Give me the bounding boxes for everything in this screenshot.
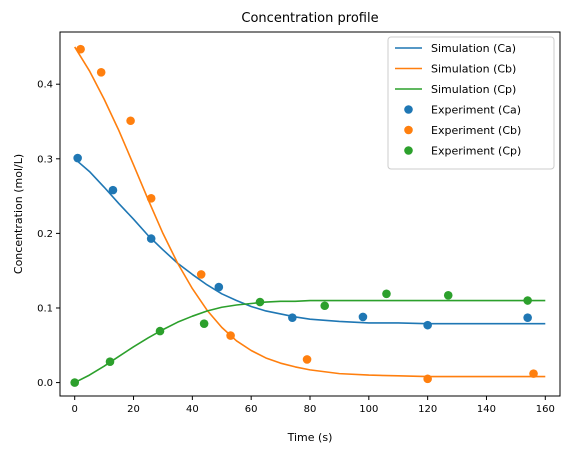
data-point-experiment-cb — [76, 45, 85, 54]
data-point-experiment-cp — [156, 327, 165, 336]
data-point-experiment-cp — [200, 319, 209, 328]
x-tick-label: 60 — [245, 404, 258, 415]
x-tick-label: 100 — [359, 404, 378, 415]
x-tick-label: 80 — [304, 404, 317, 415]
y-tick-label: 0.0 — [37, 378, 53, 389]
x-tick-label: 160 — [536, 404, 555, 415]
legend: Simulation (Ca) Simulation (Cb) Simulation… — [388, 37, 554, 169]
data-point-experiment-cp — [256, 298, 265, 307]
legend-swatch-experiment-cb — [404, 126, 413, 135]
legend-swatch-experiment-cp — [404, 146, 413, 155]
y-axis-label: Concentration (mol/L) — [12, 154, 25, 274]
data-point-experiment-cb — [97, 68, 106, 77]
data-point-experiment-cp — [444, 291, 453, 300]
x-tick-label: 40 — [186, 404, 199, 415]
legend-swatch-experiment-ca — [404, 105, 413, 114]
data-point-experiment-ca — [523, 313, 532, 322]
chart-title: Concentration profile — [241, 11, 378, 26]
legend-label-simulation-ca: Simulation (Ca) — [431, 42, 516, 55]
data-point-experiment-cp — [70, 378, 79, 387]
data-point-experiment-cb — [126, 116, 135, 125]
data-point-experiment-cp — [320, 301, 329, 310]
x-tick-label: 0 — [72, 404, 78, 415]
x-tick-label: 20 — [127, 404, 140, 415]
x-tick-label: 120 — [418, 404, 437, 415]
y-tick-label: 0.4 — [37, 80, 53, 91]
data-point-experiment-ca — [73, 154, 82, 163]
data-point-experiment-ca — [215, 283, 224, 292]
data-point-experiment-cb — [197, 270, 206, 279]
data-point-experiment-ca — [359, 313, 368, 322]
legend-label-experiment-ca: Experiment (Ca) — [431, 104, 521, 117]
legend-label-experiment-cp: Experiment (Cp) — [431, 145, 521, 158]
y-tick-label: 0.1 — [37, 303, 53, 314]
data-point-experiment-cp — [523, 296, 532, 305]
data-point-experiment-ca — [288, 313, 297, 322]
data-point-experiment-cb — [303, 355, 312, 364]
x-axis-label: Time (s) — [287, 431, 333, 444]
data-point-experiment-cp — [106, 357, 115, 366]
legend-label-experiment-cb: Experiment (Cb) — [431, 124, 521, 137]
data-point-experiment-cp — [382, 290, 391, 299]
data-point-experiment-cb — [423, 375, 432, 384]
x-tick-label: 140 — [477, 404, 496, 415]
legend-label-simulation-cp: Simulation (Cp) — [431, 83, 516, 96]
data-point-experiment-ca — [423, 321, 432, 330]
data-point-experiment-cb — [226, 331, 235, 340]
legend-label-simulation-cb: Simulation (Cb) — [431, 63, 516, 76]
data-point-experiment-ca — [109, 186, 118, 195]
y-tick-label: 0.2 — [37, 229, 53, 240]
y-tick-label: 0.3 — [37, 154, 53, 165]
data-point-experiment-ca — [147, 234, 156, 243]
data-point-experiment-cb — [529, 369, 538, 378]
data-point-experiment-cb — [147, 194, 156, 203]
